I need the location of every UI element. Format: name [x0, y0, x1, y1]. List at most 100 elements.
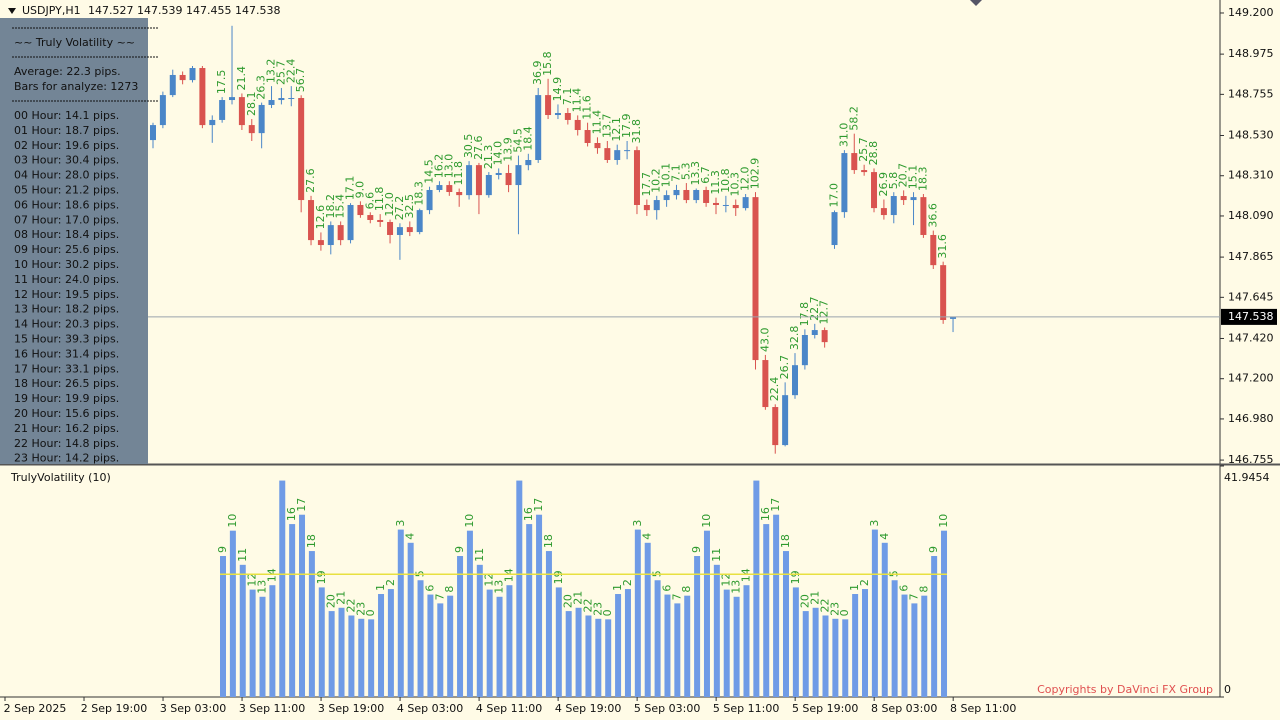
- bar-hour-label: 6: [898, 585, 911, 592]
- candle-label: 56.7: [294, 68, 307, 93]
- bar-hour-label: 9: [216, 546, 229, 553]
- candle-label: 12.6: [314, 205, 327, 230]
- candle-label: 27.6: [304, 168, 317, 193]
- bar-hour-label: 0: [364, 609, 377, 616]
- bar-hour-label: 8: [917, 586, 930, 593]
- candle-label: 20.7: [897, 163, 910, 188]
- x-tick-label: 2 Sep 2025: [4, 702, 67, 715]
- candle-label: 21.4: [235, 66, 248, 91]
- main-pane: 149.200 148.975 148.755 148.530 148.310 148.0…: [4, 6, 1277, 715]
- bar-hour-label: 11: [236, 548, 249, 562]
- bar: [664, 594, 671, 697]
- candle-label: 31.8: [630, 119, 643, 144]
- bar-hour-label: 0: [838, 609, 851, 616]
- candle-label: 18.3: [916, 167, 929, 192]
- candle-label: 32.5: [403, 194, 416, 219]
- candle-label: 11.8: [452, 161, 465, 186]
- candle-label: 14.5: [423, 159, 436, 184]
- candle-body: [653, 200, 660, 211]
- bar-hour-label: 18: [305, 534, 318, 548]
- bar: [871, 529, 878, 697]
- candle-label: 28.1: [245, 92, 258, 117]
- candle-body: [396, 227, 403, 235]
- candle-body: [436, 185, 443, 190]
- bar-hour-label: 1: [848, 584, 861, 591]
- candle-label: 12.0: [383, 192, 396, 217]
- bar: [308, 551, 315, 697]
- bar-hour-label: 4: [641, 533, 654, 540]
- candle-body: [308, 200, 315, 241]
- panel-hour: 15 Hour: 39.3 pips.: [14, 333, 119, 346]
- bar-hour-label: 21: [809, 591, 822, 605]
- candle-label: 10.8: [719, 168, 732, 193]
- y-tick-label: 147.200: [1228, 372, 1274, 385]
- bar-hour-label: 0: [601, 609, 614, 616]
- candle-body: [584, 130, 591, 143]
- x-tick-label: 4 Sep 11:00: [476, 702, 542, 715]
- panel-hour: 00 Hour: 14.1 pips.: [14, 109, 119, 122]
- bar-hour-label: 7: [670, 593, 683, 600]
- y-tick-label: 146.755: [1228, 453, 1274, 466]
- bar-hour-label: 10: [937, 514, 950, 528]
- bar: [763, 524, 770, 697]
- bar-hour-label: 11: [473, 548, 486, 562]
- bar-hour-label: 12: [720, 573, 733, 587]
- bar: [703, 530, 710, 697]
- y-tick-label: 148.975: [1228, 47, 1274, 60]
- symbol: USDJPY,H1: [22, 4, 81, 17]
- panel-bg: [0, 18, 148, 464]
- candle-label: 10.3: [729, 172, 742, 197]
- candle-body: [673, 189, 680, 196]
- candle-body: [693, 189, 700, 201]
- bar-hour-label: 2: [384, 579, 397, 586]
- bar: [694, 556, 701, 697]
- candle-body: [406, 227, 413, 233]
- panel-hour: 18 Hour: 26.5 pips.: [14, 377, 119, 390]
- candle-body: [416, 210, 423, 233]
- candle-label: 36.6: [926, 203, 939, 228]
- bar: [457, 556, 464, 697]
- candle-body: [841, 153, 848, 213]
- candle-body: [159, 95, 166, 126]
- bar: [289, 524, 296, 697]
- candle-body: [712, 202, 719, 205]
- candle-body: [801, 334, 808, 366]
- panel-hour: 14 Hour: 20.3 pips.: [14, 318, 119, 331]
- shift-marker: [970, 0, 982, 6]
- bar-hour-label: 19: [552, 570, 565, 584]
- x-tick-label: 4 Sep 03:00: [397, 702, 463, 715]
- quote: 147.527 147.539 147.455 147.538: [88, 4, 280, 17]
- bar: [842, 619, 849, 697]
- bar: [565, 611, 572, 697]
- y-tick-label: 146.980: [1228, 412, 1274, 425]
- panel-hour: 01 Hour: 18.7 pips.: [14, 124, 119, 137]
- panel-title: ~~ Truly Volatility ~~: [14, 36, 135, 49]
- bar: [387, 589, 394, 697]
- bar-hour-label: 22: [818, 598, 831, 612]
- candle-label: 5.3: [679, 163, 692, 181]
- bar: [773, 514, 780, 697]
- bar-hour-label: 1: [611, 584, 624, 591]
- bar: [881, 542, 888, 697]
- bar-hour-label: 13: [256, 580, 269, 594]
- bar: [506, 585, 513, 697]
- bar-hour-label: 10: [226, 514, 239, 528]
- x-tick-label: 3 Sep 19:00: [318, 702, 384, 715]
- panel-line: Average: 22.3 pips.: [14, 65, 121, 78]
- bar-hour-label: 7: [907, 593, 920, 600]
- bar: [338, 607, 345, 697]
- candle-body: [367, 215, 374, 220]
- candle-label: 25.7: [274, 60, 287, 85]
- candle-label: 13.2: [265, 59, 278, 84]
- y-tick-label: 147.420: [1228, 331, 1274, 344]
- bar-hour-label: 23: [591, 602, 604, 616]
- candle-label: 18.3: [413, 181, 426, 206]
- candle-body: [861, 170, 868, 173]
- bar: [229, 530, 236, 697]
- candle-body: [505, 172, 512, 186]
- bar-hour-label: 14: [739, 568, 752, 582]
- candle-body: [683, 189, 690, 201]
- bar: [466, 530, 473, 697]
- bar: [239, 564, 246, 697]
